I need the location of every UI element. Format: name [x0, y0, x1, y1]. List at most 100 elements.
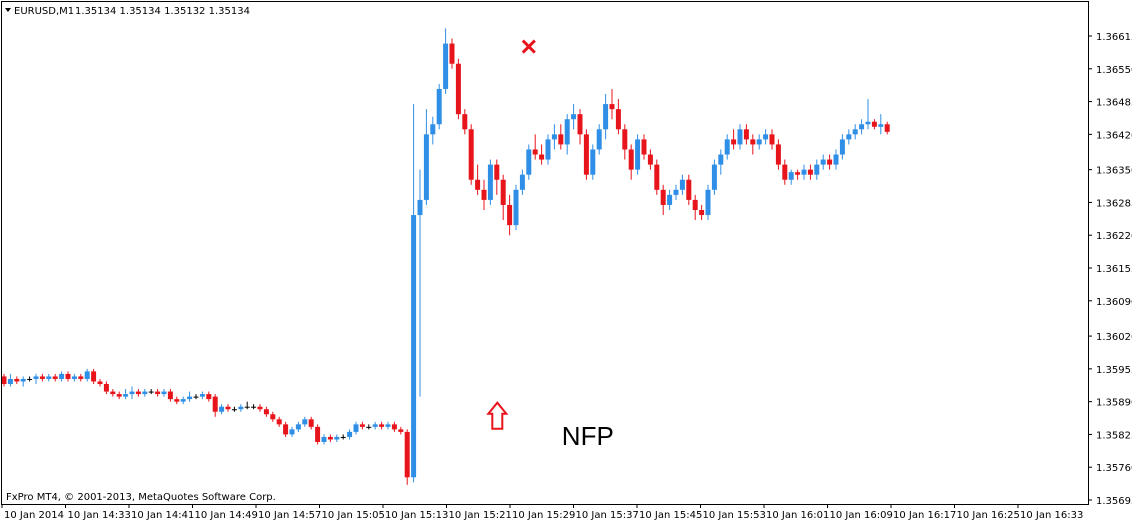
- candle: [539, 144, 545, 165]
- candle-body: [519, 174, 525, 190]
- candle: [84, 368, 90, 382]
- candle: [411, 104, 417, 483]
- candle: [123, 389, 129, 400]
- candle-body: [411, 215, 417, 478]
- candle-body: [846, 134, 852, 140]
- y-tick-label: 1.36420: [1096, 130, 1132, 141]
- candle: [148, 389, 154, 395]
- candle: [52, 373, 58, 382]
- y-tick-label: 1.35955: [1096, 365, 1132, 376]
- x-tick-label: 10 Jan 15:37: [576, 510, 639, 521]
- y-tick-label: 1.36350: [1096, 166, 1132, 177]
- candle: [871, 119, 877, 130]
- candle: [33, 373, 39, 384]
- candle-body: [590, 149, 596, 175]
- candle-body: [193, 396, 199, 398]
- candle-body: [142, 391, 148, 395]
- candle-body: [513, 189, 519, 226]
- y-tick-label: 1.35695: [1096, 496, 1132, 507]
- time-axis[interactable]: 10 Jan 2014 10 Jan 14:33 10 Jan 14:41 10 Ja…: [1, 504, 1083, 521]
- y-tick-label: 1.36615: [1096, 32, 1132, 43]
- price-axis[interactable]: 1.36615 1.36550 1.36485 1.36420 1.36350 1.362…: [1088, 32, 1132, 507]
- candle: [551, 124, 557, 150]
- candle-body: [686, 179, 692, 200]
- candle: [737, 124, 743, 150]
- plot-frame: [1, 1, 1089, 505]
- candle: [820, 154, 826, 170]
- candle-body: [603, 104, 609, 130]
- candle: [641, 134, 647, 160]
- candle: [615, 99, 621, 135]
- candle: [878, 114, 884, 135]
- candle-body: [596, 129, 602, 150]
- candle: [654, 159, 660, 195]
- candle-body: [14, 378, 20, 382]
- x-tick-label: 10 Jan 16:09: [830, 510, 893, 521]
- candle-body: [359, 424, 365, 427]
- x-tick-label: 10 Jan 14:41: [131, 510, 194, 521]
- candle: [833, 149, 839, 170]
- y-tick-label: 1.36285: [1096, 198, 1132, 209]
- candle-body: [494, 164, 500, 180]
- candle: [276, 416, 282, 427]
- candle-body: [443, 43, 449, 89]
- candle: [635, 134, 641, 175]
- candle: [443, 28, 449, 94]
- candle: [487, 159, 493, 205]
- candle-body: [110, 391, 116, 395]
- candle: [321, 434, 327, 445]
- candle-body: [871, 121, 877, 127]
- candle-body: [615, 109, 621, 130]
- candle-body: [884, 124, 890, 132]
- candle-body: [97, 381, 103, 384]
- y-tick-label: 1.36220: [1096, 231, 1132, 242]
- candle: [692, 194, 698, 221]
- candle: [180, 396, 186, 405]
- candle: [7, 373, 13, 387]
- x-tick-label: 10 Jan 16:25: [957, 510, 1020, 521]
- candle-body: [475, 179, 481, 190]
- candle-body: [340, 436, 346, 438]
- y-tick-label: 1.36020: [1096, 332, 1132, 343]
- candle: [59, 371, 65, 382]
- candle-body: [187, 396, 193, 400]
- candle-body: [539, 154, 545, 160]
- candle-body: [737, 129, 743, 145]
- candle: [577, 109, 583, 145]
- candle-body: [1, 376, 7, 384]
- triangle-down-icon[interactable]: [5, 8, 11, 12]
- candle: [78, 373, 84, 382]
- candle-body: [308, 419, 314, 427]
- candle-body: [302, 419, 308, 425]
- candle: [852, 124, 858, 140]
- candle: [155, 389, 161, 397]
- cross-stroke: [521, 39, 536, 54]
- candle: [865, 99, 871, 130]
- candle-body: [257, 406, 263, 410]
- candle-body: [628, 149, 634, 170]
- candle: [603, 94, 609, 140]
- candle-body: [641, 139, 647, 155]
- candle-body: [167, 391, 173, 400]
- chart-title[interactable]: EURUSD,M1 1.35134 1.35134 1.35132 1.3513…: [5, 6, 250, 17]
- candle: [257, 404, 263, 412]
- candle-body: [135, 391, 141, 395]
- candles-layer: [1, 28, 890, 485]
- candle-body: [321, 436, 327, 442]
- candle: [699, 204, 705, 221]
- candle-body: [711, 164, 717, 190]
- candle-body: [487, 164, 493, 200]
- candle-body: [129, 391, 135, 395]
- candle: [251, 404, 257, 410]
- candle-body: [116, 394, 122, 397]
- candle: [660, 184, 666, 216]
- candle-body: [225, 406, 231, 410]
- candle: [308, 416, 314, 430]
- candle-body: [743, 129, 749, 140]
- candle: [334, 434, 340, 442]
- candle: [129, 386, 135, 400]
- candle-body: [59, 373, 65, 379]
- candle-body: [353, 424, 359, 432]
